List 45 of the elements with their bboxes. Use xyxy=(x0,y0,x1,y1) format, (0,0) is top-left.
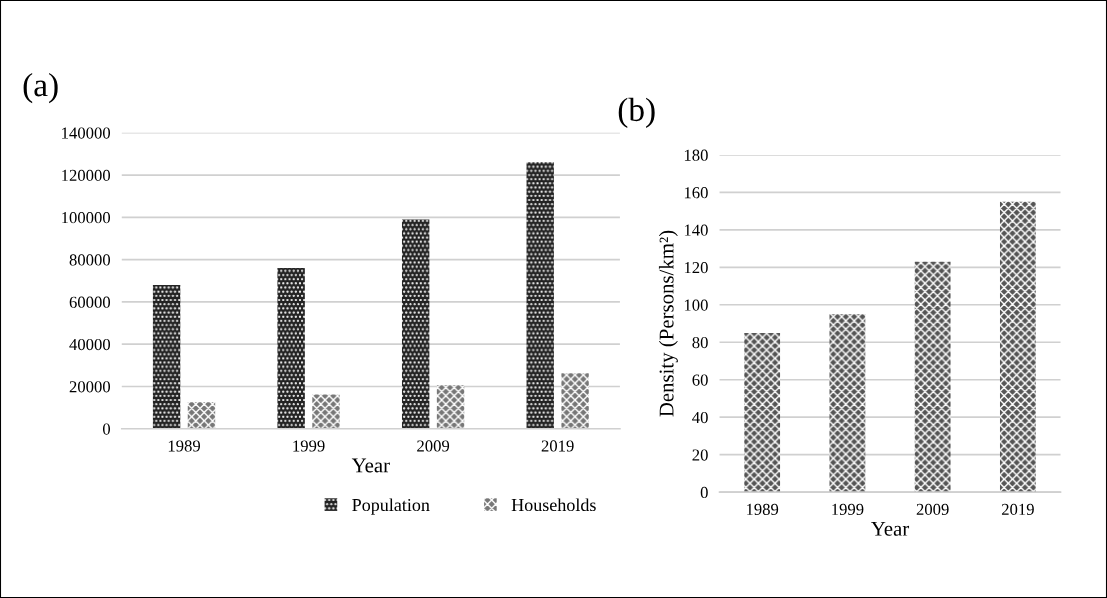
bar xyxy=(999,201,1036,493)
y-tick-label: 160 xyxy=(684,187,708,199)
x-axis-title: Year xyxy=(351,458,390,473)
x-tick-label: 2019 xyxy=(541,440,574,452)
y-tick-label: 0 xyxy=(102,423,111,435)
legend-label: Population xyxy=(352,498,430,515)
y-tick-label: 80000 xyxy=(69,254,111,266)
y-tick-label: 60 xyxy=(692,374,708,386)
bar xyxy=(277,268,305,429)
y-tick-label: 20 xyxy=(692,449,708,461)
x-tick-label: 1989 xyxy=(168,440,201,452)
chart-title: (a) xyxy=(23,72,58,104)
x-tick-label: 2009 xyxy=(417,440,450,452)
bar xyxy=(914,261,951,493)
bar xyxy=(829,314,866,493)
x-tick-label: 1999 xyxy=(832,503,864,515)
y-tick-label: 0 xyxy=(700,486,708,499)
x-tick-label: 1999 xyxy=(293,440,325,452)
chart-title: (b) xyxy=(618,97,655,128)
y-tick-label: 20000 xyxy=(69,381,111,393)
y-tick-label: 60000 xyxy=(69,296,111,308)
bar xyxy=(152,284,181,429)
bar xyxy=(187,402,216,429)
y-tick-label: 40 xyxy=(692,411,708,424)
bar xyxy=(526,162,554,429)
bar xyxy=(312,394,340,429)
bar xyxy=(744,332,781,493)
y-tick-label: 140 xyxy=(684,224,708,236)
y-tick-label: 140000 xyxy=(62,127,111,139)
y-tick-label: 100 xyxy=(684,299,708,311)
legend-label: Households xyxy=(511,498,596,512)
y-tick-label: 40000 xyxy=(69,338,111,351)
x-tick-label: 2009 xyxy=(916,503,949,515)
y-axis-title: Density (Persons/km²) xyxy=(658,230,678,417)
y-tick-label: 100000 xyxy=(62,212,111,224)
y-tick-label: 120 xyxy=(684,262,708,274)
x-axis-title: Year xyxy=(871,521,910,536)
y-tick-label: 80 xyxy=(692,336,708,349)
bar xyxy=(436,385,465,429)
y-tick-label: 180 xyxy=(684,149,708,161)
bar xyxy=(561,373,589,429)
y-tick-label: 120000 xyxy=(62,169,111,181)
bar xyxy=(401,219,430,429)
x-tick-label: 2019 xyxy=(1001,503,1034,515)
x-tick-label: 1989 xyxy=(746,503,779,515)
